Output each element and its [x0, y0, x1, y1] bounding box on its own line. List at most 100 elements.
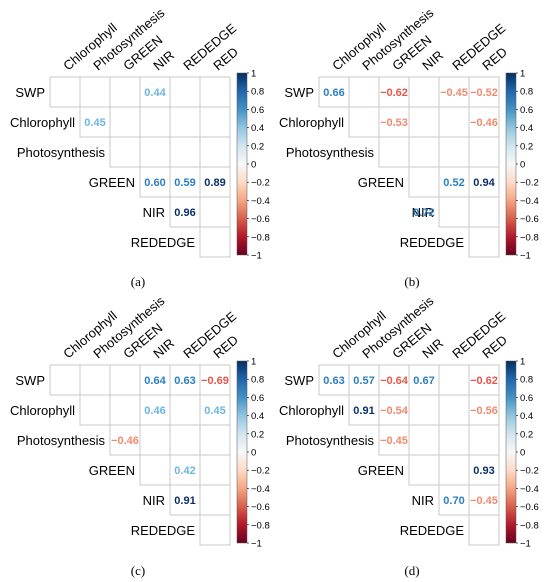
grid-cell: [109, 106, 141, 138]
colorbar-tick-label: 0.4: [520, 123, 533, 134]
colorbar: [505, 72, 517, 256]
colorbar-tick-label: 0.6: [520, 393, 533, 404]
colorbar-tick-label: 0.6: [520, 105, 533, 116]
correlation-value: 0.96: [174, 207, 195, 219]
grid-cell: [169, 106, 201, 138]
colorbar-tick-label: −0.2: [251, 466, 270, 477]
correlation-value: 0.45: [84, 117, 105, 129]
grid-cell: [438, 106, 470, 138]
row-label-photosynthesis: Photosynthesis: [17, 433, 106, 448]
colorbar: [236, 72, 248, 256]
grid-cell: [348, 76, 380, 108]
grid-cell: [408, 394, 440, 426]
correlation-value: 0.72: [413, 207, 434, 219]
panel--c-: SWP Chlorophyll Photosynthesis GREEN NIR REDE…: [10, 293, 270, 578]
row-label-green: GREEN: [89, 463, 135, 478]
grid-cell: [438, 76, 470, 108]
grid-cell: [169, 136, 201, 168]
row-label-photosynthesis: Photosynthesis: [286, 433, 375, 448]
colorbar-tick-label: −0.8: [520, 232, 539, 243]
grid-cell: [139, 424, 171, 456]
correlation-value: 0.67: [413, 375, 434, 387]
correlation-value: 0.59: [174, 177, 195, 189]
panel--b-: SWP Chlorophyll Photosynthesis GREEN NIR REDE…: [279, 5, 539, 289]
colorbar-tick-label: 0.8: [520, 87, 533, 98]
grid-cell: [169, 394, 201, 426]
correlation-value: −0.62: [470, 375, 498, 387]
colorbar-tick-label: −1: [520, 539, 531, 550]
colorbar-tick-label: 0: [520, 160, 525, 171]
panel--d-: SWP Chlorophyll Photosynthesis GREEN NIR REDE…: [279, 293, 539, 578]
colorbar-tick-label: 1: [520, 69, 525, 80]
row-label-rededge: REDEDGE: [131, 235, 196, 250]
grid-cell: [199, 454, 231, 486]
grid-cell: [468, 106, 500, 138]
colorbar-tick-label: 0.4: [520, 411, 533, 422]
grid-cell: [199, 196, 231, 228]
correlation-value: −0.45: [440, 87, 468, 99]
grid-cell: [199, 364, 231, 396]
grid-cell: [348, 364, 380, 396]
grid-cell: [408, 364, 440, 396]
grid-cell: [408, 166, 440, 198]
grid-cell: [139, 106, 171, 138]
row-label-photosynthesis: Photosynthesis: [286, 145, 375, 160]
correlation-value: −0.46: [111, 435, 139, 447]
grid-cell: [109, 136, 141, 168]
panel-caption: (d): [404, 563, 419, 578]
grid-cell: [169, 364, 201, 396]
grid-cell: [139, 454, 171, 486]
panel-caption: (a): [131, 274, 145, 289]
row-label-chlorophyll: Chlorophyll: [10, 403, 75, 418]
colorbar-tick-label: 1: [251, 69, 256, 80]
grid-cell: [438, 484, 470, 516]
colorbar-tick-label: −0.8: [251, 232, 270, 243]
correlation-value: −0.54: [380, 405, 409, 417]
grid-cell: [348, 106, 380, 138]
panel-caption: (b): [404, 274, 419, 289]
grid-cell: [408, 76, 440, 108]
correlation-value: −0.52: [470, 87, 498, 99]
row-label-green: GREEN: [358, 463, 404, 478]
grid-cell: [408, 106, 440, 138]
grid-cell: [199, 424, 231, 456]
row-label-chlorophyll: Chlorophyll: [10, 115, 75, 130]
colorbar-tick-label: 0.8: [520, 375, 533, 386]
grid-cell: [109, 424, 141, 456]
colorbar-tick-label: 0.6: [251, 105, 264, 116]
grid-cell: [408, 454, 440, 486]
correlation-value: 0.66: [323, 87, 344, 99]
colorbar-tick-label: 0.2: [251, 429, 264, 440]
grid-cell: [468, 136, 500, 168]
colorbar-tick-label: 0.6: [251, 393, 264, 404]
colorbar-tick-label: 1: [251, 357, 256, 368]
grid-cell: [169, 76, 201, 108]
correlation-value: 0.63: [174, 375, 195, 387]
row-label-swp: SWP: [284, 85, 314, 100]
colorbar-tick-label: 0.2: [251, 141, 264, 152]
correlation-value: 0.46: [144, 405, 165, 417]
row-label-rededge: REDEDGE: [400, 235, 465, 250]
grid-cell: [378, 106, 410, 138]
grid-cell: [438, 454, 470, 486]
grid-cell: [169, 454, 201, 486]
colorbar-tick-label: 0.4: [251, 123, 264, 134]
correlation-value: 0.45: [204, 405, 225, 417]
grid-cell: [199, 484, 231, 516]
colorbar-tick-label: −0.2: [251, 178, 270, 189]
grid-cell: [49, 364, 81, 396]
grid-cell: [109, 394, 141, 426]
grid-cell: [79, 394, 111, 426]
correlation-value: 0.44: [144, 87, 166, 99]
row-label-chlorophyll: Chlorophyll: [279, 115, 344, 130]
grid-cell: [408, 136, 440, 168]
colorbar-tick-label: 1: [520, 357, 525, 368]
colorbar-tick-label: 0: [251, 448, 256, 459]
colorbar-tick-label: −1: [520, 251, 531, 262]
colorbar-tick-label: −1: [251, 251, 262, 262]
grid-cell: [468, 514, 500, 546]
colorbar-tick-label: −0.6: [251, 502, 270, 513]
correlation-value: 0.93: [473, 465, 494, 477]
grid-cell: [468, 226, 500, 258]
